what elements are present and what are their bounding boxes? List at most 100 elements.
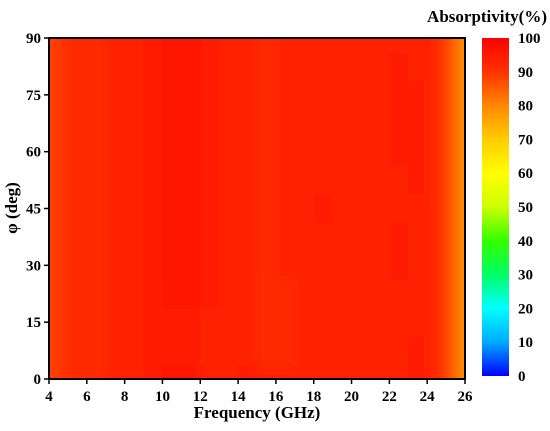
heatmap-cell bbox=[275, 279, 296, 309]
heatmap-cell bbox=[162, 336, 182, 366]
heatmap-cell bbox=[200, 279, 220, 309]
heatmap-cell bbox=[313, 80, 334, 110]
heatmap-cell bbox=[219, 222, 239, 252]
heatmap-cell bbox=[60, 307, 72, 337]
heatmap-cell bbox=[70, 279, 88, 309]
heatmap-cell bbox=[389, 109, 409, 139]
heatmap-cell bbox=[162, 279, 182, 309]
heatmap-plot-area bbox=[48, 37, 466, 380]
heatmap-cell bbox=[238, 336, 258, 366]
heatmap-cell bbox=[238, 52, 258, 82]
heatmap-cell bbox=[143, 307, 164, 337]
heatmap-cell bbox=[219, 364, 239, 379]
heatmap-cell bbox=[275, 109, 296, 139]
heatmap-cell bbox=[294, 109, 315, 139]
heatmap-cell bbox=[60, 38, 72, 53]
colorbar-tick-label: 0 bbox=[518, 369, 526, 385]
heatmap-cell bbox=[294, 194, 315, 224]
heatmap-cell bbox=[370, 307, 390, 337]
heatmap-cell bbox=[453, 336, 462, 366]
heatmap-cell bbox=[389, 364, 409, 379]
heatmap-cell bbox=[389, 307, 409, 337]
heatmap-cell bbox=[351, 222, 372, 252]
heatmap-cell bbox=[446, 194, 455, 224]
heatmap-cell bbox=[389, 52, 409, 82]
heatmap-cell bbox=[461, 52, 465, 82]
heatmap-cell bbox=[162, 165, 182, 195]
heatmap-cell bbox=[408, 109, 425, 139]
heatmap-cell bbox=[257, 109, 277, 139]
heatmap-cell bbox=[275, 222, 296, 252]
heatmap-cell bbox=[294, 165, 315, 195]
heatmap-cell bbox=[200, 336, 220, 366]
heatmap-cell bbox=[143, 109, 164, 139]
heatmap-cell bbox=[124, 38, 145, 53]
colorbar-tick-label: 100 bbox=[518, 31, 541, 47]
heatmap-cell bbox=[162, 364, 182, 379]
heatmap-cell bbox=[49, 137, 54, 167]
heatmap-cell bbox=[408, 165, 425, 195]
heatmap-cell bbox=[408, 80, 425, 110]
heatmap-cell bbox=[238, 194, 258, 224]
heatmap-cell bbox=[162, 109, 182, 139]
heatmap-cell bbox=[257, 307, 277, 337]
heatmap-cell bbox=[219, 80, 239, 110]
heatmap-cell bbox=[351, 279, 372, 309]
heatmap-cell bbox=[124, 194, 145, 224]
heatmap-cell bbox=[351, 251, 372, 281]
heatmap-cell bbox=[49, 222, 54, 252]
heatmap-cell bbox=[52, 80, 61, 110]
heatmap-cell bbox=[124, 137, 145, 167]
heatmap-cell bbox=[436, 80, 447, 110]
heatmap-cell bbox=[389, 279, 409, 309]
heatmap-cell bbox=[446, 137, 455, 167]
heatmap-cell bbox=[275, 52, 296, 82]
heatmap-cell bbox=[370, 109, 390, 139]
heatmap-cell bbox=[332, 165, 353, 195]
x-tick-label: 26 bbox=[458, 389, 474, 405]
colorbar-tick-label: 90 bbox=[518, 65, 533, 81]
heatmap-cell bbox=[124, 336, 145, 366]
heatmap-cell bbox=[275, 364, 296, 379]
x-tick-label: 16 bbox=[268, 389, 284, 405]
heatmap-cell bbox=[181, 279, 201, 309]
heatmap-cell bbox=[105, 251, 126, 281]
heatmap-cell bbox=[370, 364, 390, 379]
heatmap-cell bbox=[60, 336, 72, 366]
heatmap-cell bbox=[436, 279, 447, 309]
heatmap-cell bbox=[60, 194, 72, 224]
heatmap-cell bbox=[436, 52, 447, 82]
heatmap-cell bbox=[313, 336, 334, 366]
heatmap-cell bbox=[181, 80, 201, 110]
heatmap-cell bbox=[370, 222, 390, 252]
heatmap-cell bbox=[143, 336, 164, 366]
heatmap-cell bbox=[424, 251, 438, 281]
x-tick-label: 18 bbox=[306, 389, 321, 405]
heatmap-cell bbox=[200, 222, 220, 252]
heatmap-cell bbox=[105, 52, 126, 82]
heatmap-cell bbox=[294, 137, 315, 167]
heatmap-cell bbox=[446, 364, 455, 379]
heatmap-cell bbox=[424, 109, 438, 139]
heatmap-cell bbox=[52, 336, 61, 366]
heatmap-cell bbox=[370, 80, 390, 110]
heatmap-cell bbox=[124, 222, 145, 252]
heatmap-cell bbox=[200, 80, 220, 110]
heatmap-cell bbox=[257, 165, 277, 195]
heatmap-cell bbox=[60, 137, 72, 167]
heatmap-cell bbox=[424, 364, 438, 379]
heatmap-cell bbox=[200, 307, 220, 337]
heatmap-cell bbox=[70, 80, 88, 110]
heatmap-cell bbox=[389, 222, 409, 252]
y-axis-title: φ (deg) bbox=[2, 182, 21, 234]
heatmap-cell bbox=[105, 194, 126, 224]
heatmap-cell bbox=[351, 52, 372, 82]
heatmap-cell bbox=[461, 336, 465, 366]
heatmap-cell bbox=[86, 165, 107, 195]
heatmap-cell bbox=[181, 222, 201, 252]
heatmap-cell bbox=[49, 165, 54, 195]
heatmap-cell bbox=[162, 38, 182, 53]
heatmap-cell bbox=[200, 165, 220, 195]
heatmap-cell bbox=[219, 165, 239, 195]
heatmap-cell bbox=[105, 279, 126, 309]
